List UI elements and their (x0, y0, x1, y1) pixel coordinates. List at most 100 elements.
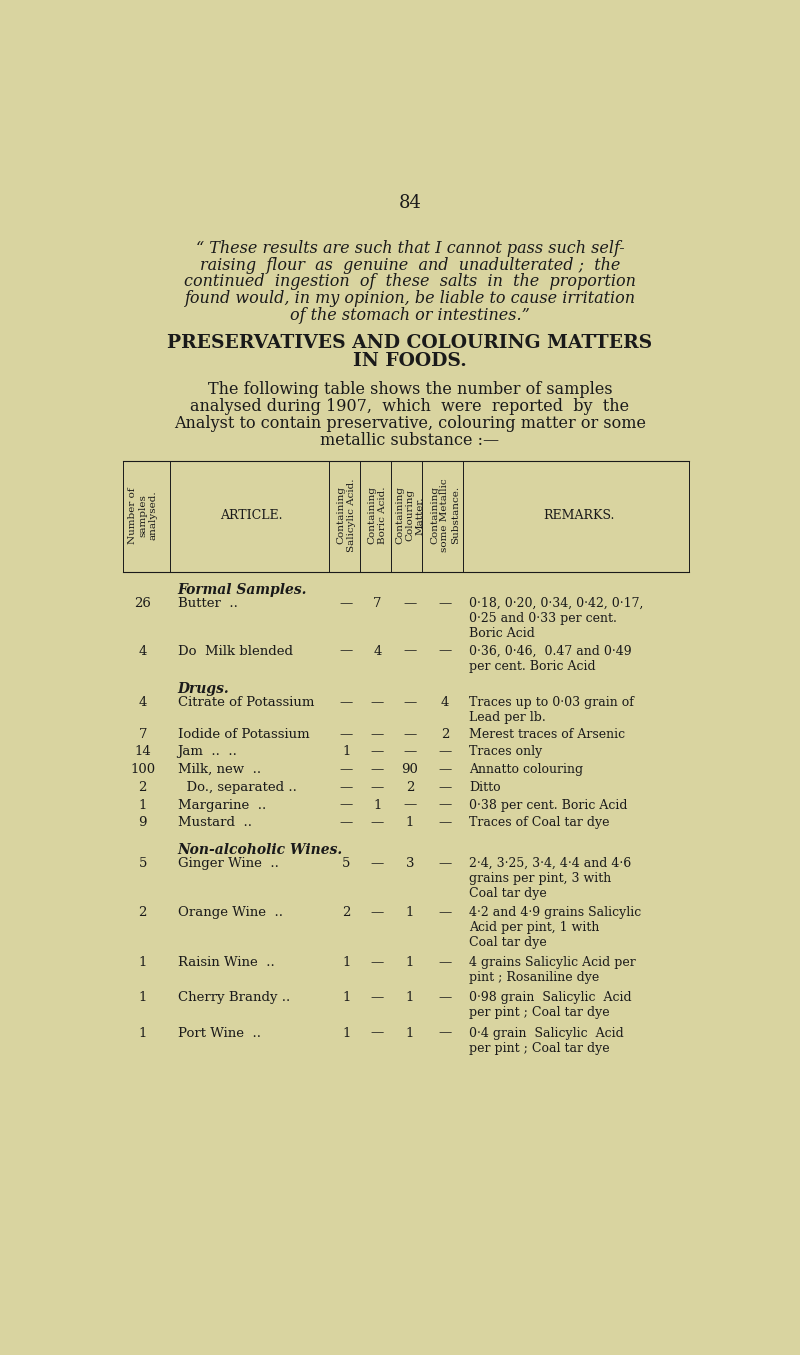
Text: continued  ingestion  of  these  salts  in  the  proportion: continued ingestion of these salts in th… (184, 274, 636, 290)
Text: 2: 2 (441, 728, 449, 741)
Text: —: — (403, 745, 417, 759)
Text: 1: 1 (342, 1027, 350, 1039)
Text: Cherry Brandy ..: Cherry Brandy .. (178, 991, 290, 1004)
Text: Margarine  ..: Margarine .. (178, 798, 266, 812)
Text: 1: 1 (342, 991, 350, 1004)
Text: —: — (438, 991, 451, 1004)
Text: 2: 2 (138, 906, 147, 920)
Text: REMARKS.: REMARKS. (543, 508, 614, 522)
Text: 1: 1 (342, 745, 350, 759)
Text: —: — (371, 816, 384, 829)
Text: —: — (438, 780, 451, 794)
Text: 0·18, 0·20, 0·34, 0·42, 0·17,
0·25 and 0·33 per cent.
Boric Acid: 0·18, 0·20, 0·34, 0·42, 0·17, 0·25 and 0… (469, 598, 643, 640)
Text: —: — (403, 728, 417, 741)
Text: “ These results are such that I cannot pass such self-: “ These results are such that I cannot p… (196, 240, 624, 256)
Text: 4: 4 (374, 645, 382, 657)
Text: Mustard  ..: Mustard .. (178, 816, 251, 829)
Text: —: — (438, 858, 451, 870)
Text: PRESERVATIVES AND COLOURING MATTERS: PRESERVATIVES AND COLOURING MATTERS (167, 333, 653, 351)
Text: 2: 2 (342, 906, 350, 920)
Text: —: — (340, 780, 353, 794)
Text: 1: 1 (406, 816, 414, 829)
Text: 14: 14 (134, 745, 151, 759)
Text: —: — (371, 745, 384, 759)
Text: Traces only: Traces only (469, 745, 542, 759)
Text: —: — (438, 1027, 451, 1039)
Text: 5: 5 (138, 858, 147, 870)
Text: Jam  ..  ..: Jam .. .. (178, 745, 238, 759)
Text: metallic substance :—: metallic substance :— (321, 432, 499, 449)
Text: 1: 1 (138, 1027, 147, 1039)
Text: analysed during 1907,  which  were  reported  by  the: analysed during 1907, which were reporte… (190, 398, 630, 415)
Text: Number of
samples
analysed.: Number of samples analysed. (128, 486, 158, 543)
Text: 2: 2 (138, 780, 147, 794)
Text: 100: 100 (130, 763, 155, 776)
Text: —: — (371, 906, 384, 920)
Text: —: — (371, 1027, 384, 1039)
Text: Ginger Wine  ..: Ginger Wine .. (178, 858, 278, 870)
Text: 1: 1 (406, 991, 414, 1004)
Text: Port Wine  ..: Port Wine .. (178, 1027, 261, 1039)
Text: —: — (340, 728, 353, 741)
Text: 3: 3 (406, 858, 414, 870)
Text: 9: 9 (138, 816, 147, 829)
Text: —: — (438, 955, 451, 969)
Text: 1: 1 (406, 906, 414, 920)
Text: Traces of Coal tar dye: Traces of Coal tar dye (469, 816, 610, 829)
Text: Containing
some Metallic
Substance.: Containing some Metallic Substance. (430, 478, 460, 551)
Text: —: — (371, 991, 384, 1004)
Text: 26: 26 (134, 598, 151, 610)
Text: Citrate of Potassium: Citrate of Potassium (178, 696, 314, 709)
Text: 1: 1 (406, 1027, 414, 1039)
Text: Butter  ..: Butter .. (178, 598, 238, 610)
Text: —: — (371, 728, 384, 741)
Text: —: — (438, 645, 451, 657)
Text: —: — (438, 816, 451, 829)
Text: —: — (340, 816, 353, 829)
Text: Orange Wine  ..: Orange Wine .. (178, 906, 282, 920)
Text: Traces up to 0·03 grain of
Lead per lb.: Traces up to 0·03 grain of Lead per lb. (469, 696, 634, 724)
Text: Formal Samples.: Formal Samples. (178, 583, 307, 598)
Text: —: — (438, 798, 451, 812)
Text: —: — (403, 798, 417, 812)
Text: —: — (340, 645, 353, 657)
Text: —: — (371, 780, 384, 794)
Text: 7: 7 (373, 598, 382, 610)
Text: —: — (371, 696, 384, 709)
Text: 4: 4 (138, 696, 147, 709)
Text: Merest traces of Arsenic: Merest traces of Arsenic (469, 728, 625, 741)
Text: 0·98 grain  Salicylic  Acid
per pint ; Coal tar dye: 0·98 grain Salicylic Acid per pint ; Coa… (469, 991, 631, 1019)
Text: Raisin Wine  ..: Raisin Wine .. (178, 955, 274, 969)
Text: The following table shows the number of samples: The following table shows the number of … (208, 381, 612, 398)
Text: Do., separated ..: Do., separated .. (178, 780, 296, 794)
Text: Containing
Boric Acid.: Containing Boric Acid. (368, 486, 387, 545)
Text: Milk, new  ..: Milk, new .. (178, 763, 261, 776)
Text: —: — (403, 645, 417, 657)
Text: ARTICLE.: ARTICLE. (220, 508, 282, 522)
Text: 4 grains Salicylic Acid per
pint ; Rosaniline dye: 4 grains Salicylic Acid per pint ; Rosan… (469, 955, 636, 984)
Text: —: — (340, 798, 353, 812)
Text: 90: 90 (402, 763, 418, 776)
Text: —: — (438, 745, 451, 759)
Text: Annatto colouring: Annatto colouring (469, 763, 583, 776)
Text: Non-alcoholic Wines.: Non-alcoholic Wines. (178, 843, 342, 858)
Text: 1: 1 (138, 991, 147, 1004)
Text: 0·36, 0·46,  0.47 and 0·49
per cent. Boric Acid: 0·36, 0·46, 0.47 and 0·49 per cent. Bori… (469, 645, 631, 672)
Text: —: — (340, 598, 353, 610)
Text: found would, in my opinion, be liable to cause irritation: found would, in my opinion, be liable to… (185, 290, 635, 308)
Text: 84: 84 (398, 194, 422, 211)
Text: —: — (371, 858, 384, 870)
Text: —: — (438, 763, 451, 776)
Text: —: — (438, 906, 451, 920)
Text: —: — (403, 696, 417, 709)
Text: Drugs.: Drugs. (178, 683, 230, 696)
Text: of the stomach or intestines.”: of the stomach or intestines.” (290, 308, 530, 324)
Text: —: — (438, 598, 451, 610)
Text: 2·4, 3·25, 3·4, 4·4 and 4·6
grains per pint, 3 with
Coal tar dye: 2·4, 3·25, 3·4, 4·4 and 4·6 grains per p… (469, 858, 631, 900)
Text: IN FOODS.: IN FOODS. (353, 352, 467, 370)
Text: 5: 5 (342, 858, 350, 870)
Text: 4·2 and 4·9 grains Salicylic
Acid per pint, 1 with
Coal tar dye: 4·2 and 4·9 grains Salicylic Acid per pi… (469, 906, 641, 950)
Text: Containing
Salicylic Acid.: Containing Salicylic Acid. (337, 478, 356, 551)
Text: —: — (371, 955, 384, 969)
Text: raising  flour  as  genuine  and  unadulterated ;  the: raising flour as genuine and unadulterat… (200, 256, 620, 274)
